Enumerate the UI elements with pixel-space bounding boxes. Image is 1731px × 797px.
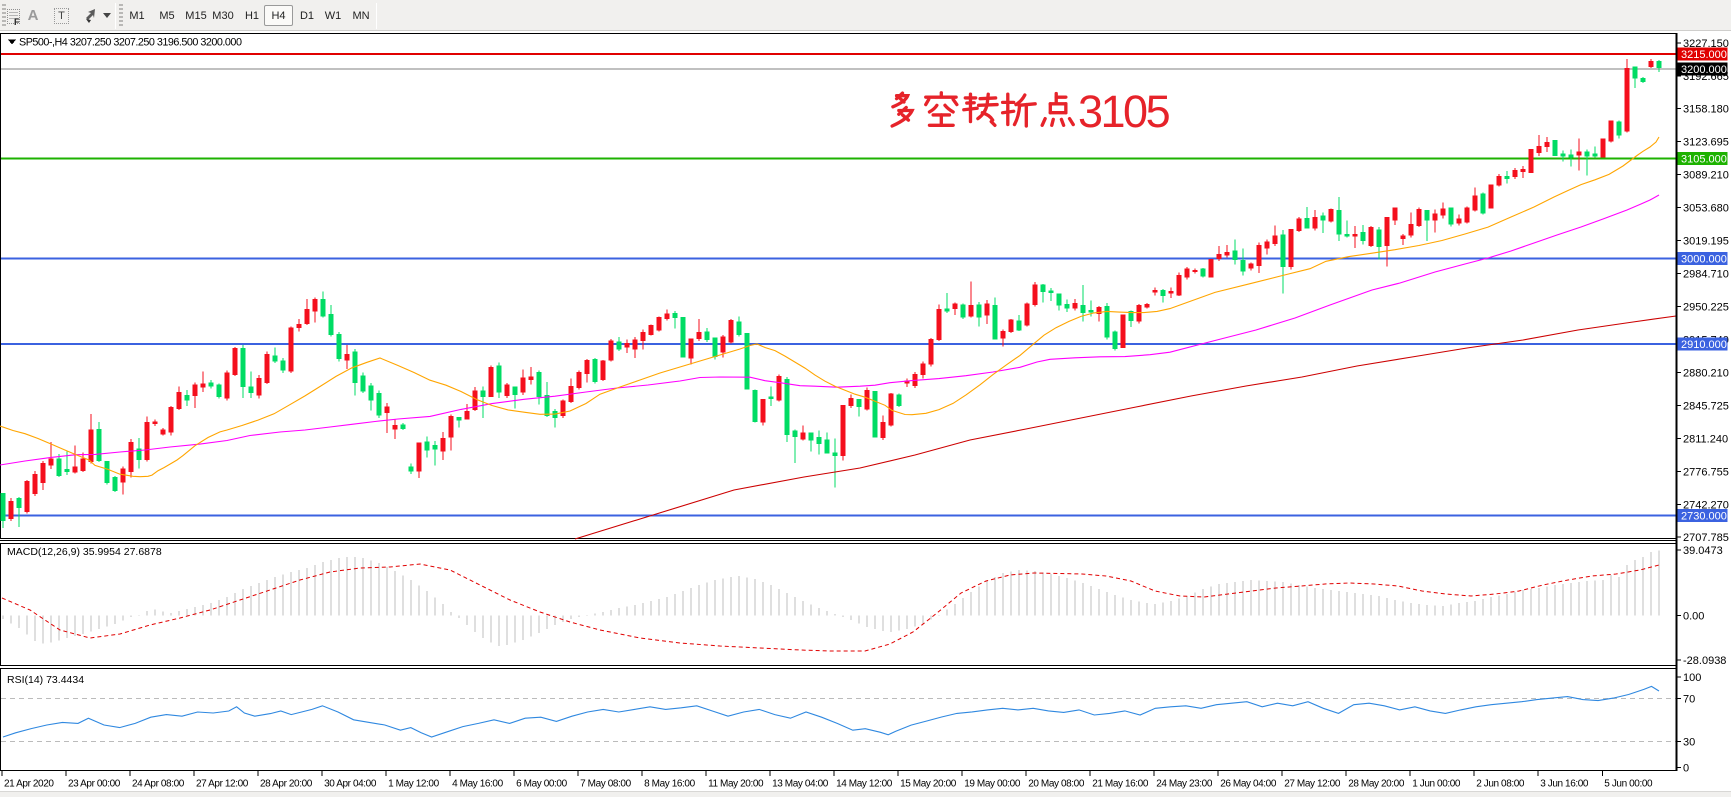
svg-text:MACD(12,26,9) 35.9954 27.6878: MACD(12,26,9) 35.9954 27.6878 (7, 546, 162, 558)
svg-text:2845.725: 2845.725 (1683, 400, 1729, 412)
svg-text:28 May 20:00: 28 May 20:00 (1348, 779, 1405, 790)
svg-text:2984.710: 2984.710 (1683, 269, 1729, 281)
svg-text:39.0473: 39.0473 (1683, 545, 1723, 557)
svg-text:30 Apr 04:00: 30 Apr 04:00 (324, 779, 377, 790)
svg-text:2707.785: 2707.785 (1683, 532, 1729, 544)
svg-text:2811.240: 2811.240 (1683, 433, 1728, 445)
svg-text:3227.150: 3227.150 (1683, 38, 1729, 50)
svg-text:3215.000: 3215.000 (1681, 49, 1727, 61)
svg-text:11 May 20:00: 11 May 20:00 (708, 779, 764, 790)
svg-text:14 May 12:00: 14 May 12:00 (836, 779, 893, 790)
svg-text:RSI(14) 73.4434: RSI(14) 73.4434 (7, 674, 84, 686)
svg-text:26 May 04:00: 26 May 04:00 (1220, 779, 1277, 790)
svg-text:24 Apr 08:00: 24 Apr 08:00 (132, 779, 185, 790)
svg-text:1 Jun 00:00: 1 Jun 00:00 (1412, 779, 1461, 790)
svg-text:3158.180: 3158.180 (1683, 104, 1729, 116)
svg-text:21 May 16:00: 21 May 16:00 (1092, 779, 1149, 790)
svg-text:2742.270: 2742.270 (1683, 499, 1729, 511)
svg-text:3123.695: 3123.695 (1683, 137, 1729, 149)
svg-text:0: 0 (1683, 762, 1689, 774)
svg-text:21 Apr 2020: 21 Apr 2020 (4, 779, 54, 790)
svg-text:15 May 20:00: 15 May 20:00 (900, 779, 957, 790)
svg-text:2776.755: 2776.755 (1683, 466, 1729, 478)
svg-text:3105: 3105 (1078, 86, 1170, 137)
svg-text:24 May 23:00: 24 May 23:00 (1156, 779, 1213, 790)
svg-text:6 May 00:00: 6 May 00:00 (516, 779, 567, 790)
svg-text:2950.225: 2950.225 (1683, 302, 1729, 314)
svg-text:13 May 04:00: 13 May 04:00 (772, 779, 829, 790)
svg-text:20 May 08:00: 20 May 08:00 (1028, 779, 1085, 790)
svg-text:23 Apr 00:00: 23 Apr 00:00 (68, 779, 121, 790)
svg-text:27 May 12:00: 27 May 12:00 (1284, 779, 1341, 790)
svg-text:8 May 16:00: 8 May 16:00 (644, 779, 695, 790)
svg-text:3105.000: 3105.000 (1681, 154, 1727, 166)
svg-text:100: 100 (1683, 672, 1701, 684)
svg-text:3089.210: 3089.210 (1683, 170, 1729, 182)
svg-text:3000.000: 3000.000 (1681, 254, 1727, 266)
svg-text:3019.195: 3019.195 (1683, 236, 1729, 248)
svg-text:3053.680: 3053.680 (1683, 203, 1729, 215)
svg-text:4 May 16:00: 4 May 16:00 (452, 779, 503, 790)
svg-text:19 May 00:00: 19 May 00:00 (964, 779, 1021, 790)
svg-text:5 Jun 00:00: 5 Jun 00:00 (1604, 779, 1653, 790)
svg-text:2910.000: 2910.000 (1681, 339, 1727, 351)
svg-text:0.00: 0.00 (1683, 610, 1704, 622)
svg-text:7 May 08:00: 7 May 08:00 (580, 779, 631, 790)
svg-text:27 Apr 12:00: 27 Apr 12:00 (196, 779, 249, 790)
svg-text:30: 30 (1683, 736, 1695, 748)
svg-text:2 Jun 08:00: 2 Jun 08:00 (1476, 779, 1525, 790)
svg-text:3 Jun 16:00: 3 Jun 16:00 (1540, 779, 1589, 790)
svg-text:28 Apr 20:00: 28 Apr 20:00 (260, 779, 313, 790)
svg-text:2730.000: 2730.000 (1681, 510, 1727, 522)
svg-text:-28.0938: -28.0938 (1683, 655, 1726, 667)
svg-text:1 May 12:00: 1 May 12:00 (388, 779, 439, 790)
svg-text:70: 70 (1683, 694, 1695, 706)
svg-text:2880.210: 2880.210 (1683, 367, 1729, 379)
svg-text:SP500-,H4 3207.250 3207.250 3: SP500-,H4 3207.250 3207.250 3196.500 320… (19, 37, 242, 49)
svg-text:3200.000: 3200.000 (1681, 64, 1727, 76)
